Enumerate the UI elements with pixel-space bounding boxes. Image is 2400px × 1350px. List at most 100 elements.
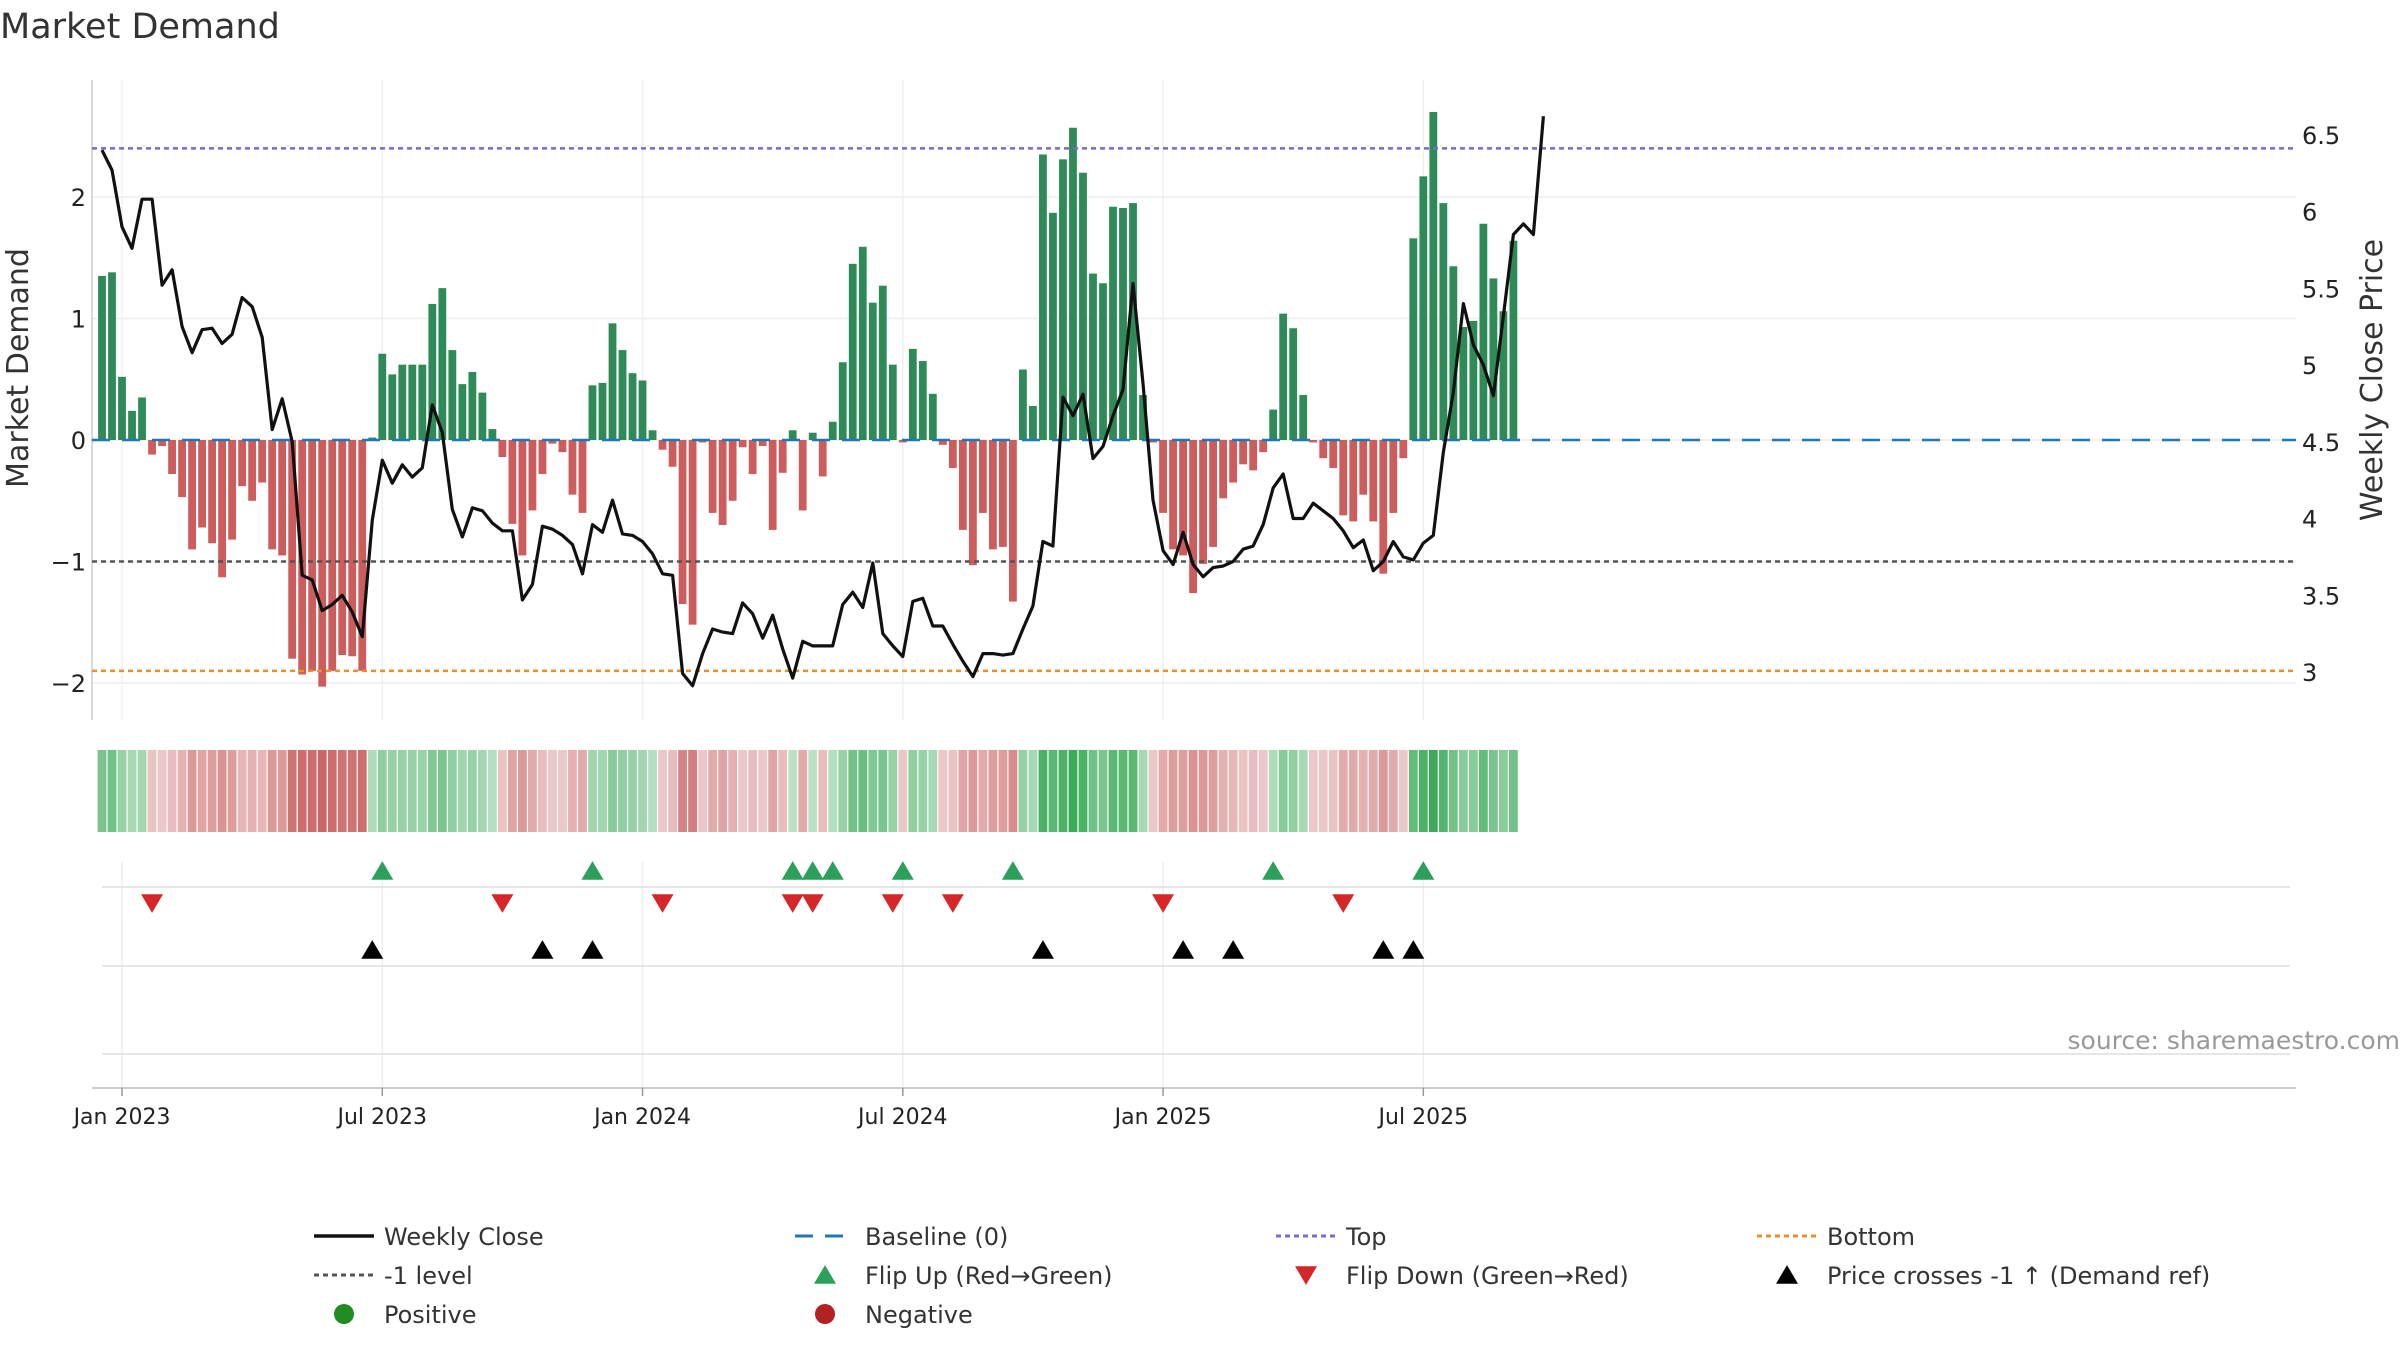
demand-bar: [848, 263, 857, 440]
heat-cell: [1168, 750, 1178, 832]
heat-cell: [758, 750, 768, 832]
demand-bar: [978, 440, 987, 513]
heat-cell: [1098, 750, 1108, 832]
heat-cell: [958, 750, 968, 832]
heat-cell: [1398, 750, 1408, 832]
demand-bar: [518, 440, 527, 556]
demand-bar: [1329, 440, 1338, 468]
heat-cell: [367, 750, 377, 832]
heat-cell: [1368, 750, 1378, 832]
demand-bar: [798, 440, 807, 511]
heat-cell: [427, 750, 437, 832]
heat-cell: [998, 750, 1008, 832]
demand-bar: [1479, 223, 1488, 440]
x-tick-label: Jan 2024: [592, 1105, 691, 1130]
demand-bar: [1399, 440, 1408, 459]
legend-item: Flip Down (Green→Red): [1295, 1262, 1629, 1290]
demand-bar: [158, 440, 166, 447]
heat-cell: [1258, 750, 1268, 832]
heat-cell: [347, 750, 357, 832]
heat-cell: [628, 750, 637, 832]
heat-cell: [1118, 750, 1128, 832]
demand-bar: [1119, 207, 1127, 440]
demand-bar: [288, 440, 297, 659]
demand-bar: [348, 440, 357, 657]
heat-cell: [1058, 750, 1068, 832]
heat-cell: [1418, 750, 1428, 832]
demand-bar: [268, 440, 277, 550]
demand-bar: [508, 440, 517, 524]
demand-bar: [218, 440, 227, 578]
demand-bar: [878, 285, 887, 440]
demand-bar: [1009, 440, 1017, 602]
heat-cell: [1138, 750, 1148, 832]
heat-cell: [1268, 750, 1278, 832]
heat-cell: [948, 750, 958, 832]
demand-bar: [208, 440, 217, 544]
heat-cell: [477, 750, 487, 832]
demand-bar: [918, 361, 927, 440]
flip-up-marker: [891, 861, 914, 880]
heat-cell: [1088, 750, 1098, 832]
demand-bar: [448, 350, 457, 440]
heat-cell: [1308, 750, 1318, 832]
heat-cell: [528, 750, 537, 832]
demand-bar: [428, 303, 437, 440]
heat-cell: [858, 750, 868, 832]
heat-cell: [1388, 750, 1398, 832]
demand-bar: [278, 440, 287, 556]
flip-up-marker: [1412, 861, 1435, 880]
demand-bar: [1099, 283, 1107, 440]
heat-cell: [818, 750, 828, 832]
demand-bar: [788, 430, 797, 440]
price-cross-marker: [1222, 940, 1245, 959]
demand-bar: [1459, 327, 1468, 440]
heat-cell: [1018, 750, 1028, 832]
heat-cell: [1218, 750, 1228, 832]
heat-cell: [207, 750, 217, 832]
flip-up-marker: [371, 861, 394, 880]
demand-bar: [1279, 313, 1288, 440]
y-tick-label: −1: [51, 549, 86, 577]
price-cross-marker: [1402, 940, 1425, 959]
heat-cell: [437, 750, 447, 832]
heat-cell: [1108, 750, 1118, 832]
heat-cell: [107, 750, 117, 832]
axes: [91, 80, 2296, 1089]
heat-cell: [1048, 750, 1058, 832]
demand-bar: [1369, 440, 1378, 522]
heat-cell: [237, 750, 247, 832]
heat-cell: [738, 750, 748, 832]
legend-item: Top: [1276, 1223, 1387, 1251]
demand-bar: [198, 440, 206, 528]
demand-bar: [1019, 369, 1027, 440]
flip-up-marker: [781, 861, 804, 880]
demand-bar: [1219, 440, 1228, 499]
x-tick-label: Jan 2025: [1113, 1105, 1212, 1130]
demand-bar: [1449, 266, 1458, 440]
demand-bar: [1129, 203, 1137, 440]
heat-cell: [287, 750, 297, 832]
demand-bar: [498, 440, 507, 458]
demand-bar: [358, 440, 367, 671]
legend-label: Top: [1345, 1223, 1387, 1251]
demand-bar: [1469, 320, 1478, 440]
heat-cell: [97, 750, 107, 832]
flip-up-marker: [581, 861, 604, 880]
heat-cell: [1488, 750, 1498, 832]
legend-item: Weekly Close: [314, 1223, 544, 1251]
heat-cell: [538, 750, 547, 832]
heat-cell: [177, 750, 187, 832]
y-tick-label: 2: [71, 184, 86, 212]
legend-label: Price crosses -1 ↑ (Demand ref): [1827, 1262, 2210, 1290]
demand-bar: [318, 440, 327, 687]
heat-cell: [197, 750, 207, 832]
demand-bar: [238, 440, 247, 487]
demand-bar: [1169, 440, 1177, 550]
demand-bar: [988, 440, 997, 550]
heat-cell: [117, 750, 127, 832]
heat-cell: [788, 750, 798, 832]
demand-bar: [578, 440, 587, 513]
y-tick-label: 1: [71, 306, 86, 334]
heat-cell: [708, 750, 718, 832]
